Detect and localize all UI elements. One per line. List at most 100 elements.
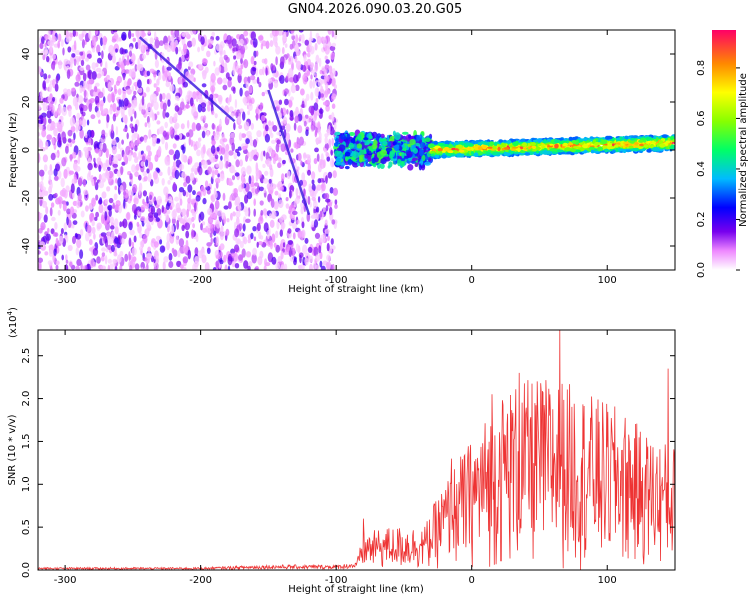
spectrogram-cell [121, 231, 127, 240]
spectrogram-cell [283, 186, 287, 192]
spectrogram-cell [109, 216, 114, 224]
spectrogram-cell [312, 79, 316, 89]
spectrogram-cell [295, 106, 299, 116]
spectrogram-cell [288, 99, 293, 108]
spectrogram-cell [125, 145, 131, 156]
spectrogram-cell [71, 53, 76, 58]
spectrogram-cell [171, 247, 175, 254]
spectrogram-cell [336, 151, 344, 159]
spectrogram-cell [472, 140, 476, 145]
spectrogram-cell [294, 55, 298, 63]
snr-panel: -300 -200 -100 0 100 0.00.51.01.52.02.5 Heig… [6, 307, 676, 595]
spectrogram-cell [95, 147, 99, 154]
spectrogram-cell [48, 174, 52, 182]
spectrogram-cell [79, 119, 82, 125]
spectrogram-cell [58, 235, 64, 244]
y-tick-label: 0.0 [21, 562, 32, 578]
spectrogram-cell [139, 232, 143, 239]
spectrogram-cell [302, 76, 308, 85]
spectrogram-cell [270, 63, 274, 71]
y-tick-label: 1.0 [21, 476, 32, 492]
y-tick-label: 2.0 [21, 391, 32, 407]
spectrogram-cell [46, 134, 52, 141]
spectrogram-cell [74, 81, 80, 87]
spectrogram-cell [209, 232, 213, 238]
x-tick-label: -100 [325, 275, 348, 286]
spectrogram-cell [79, 66, 85, 72]
spectrogram-cell [153, 252, 157, 260]
spectrogram-cell [98, 204, 104, 214]
spectrogram-cell [156, 195, 163, 206]
spectrogram-cell [234, 221, 237, 230]
spectrogram-cell [55, 75, 59, 84]
spectrogram-cell [116, 106, 121, 111]
spectrogram-cell [327, 30, 332, 35]
spectrogram-cell [91, 226, 96, 235]
spectrogram-cell [149, 37, 154, 44]
spectrogram-cell [148, 161, 154, 171]
spectrogram-cell [190, 68, 196, 76]
spectrogram-cell [332, 187, 338, 196]
spectrogram-cell [121, 31, 127, 41]
spectrogram-cell [201, 44, 205, 52]
spectrogram-cell [215, 43, 221, 52]
spectrogram-cell [90, 258, 95, 269]
spectrogram-cell [283, 31, 287, 37]
spectrogram-cell [71, 138, 76, 144]
spectrogram-cell [113, 252, 118, 257]
spectrogram-cell [330, 52, 335, 60]
spectrogram-cell [506, 140, 512, 144]
spectrogram-cell [54, 192, 58, 198]
spectrogram-cell [554, 139, 561, 144]
spectrogram-cell [250, 39, 254, 45]
spectrogram-cell [302, 244, 308, 255]
spectrogram-cell [322, 101, 328, 106]
spectrogram-cell [225, 160, 229, 169]
spectrogram-cell [418, 134, 423, 140]
spectrogram-cell [292, 232, 296, 240]
spectrogram-cell [604, 148, 609, 152]
spectrogram-cell [309, 62, 315, 68]
spectrogram-cell [408, 134, 412, 139]
spectrogram-cell [113, 84, 117, 93]
spectrogram-cell [400, 160, 405, 167]
spectrogram-cell [262, 163, 266, 168]
spectrogram-cell [278, 157, 282, 163]
spectrogram-cell [325, 59, 330, 64]
spectrogram-cell [255, 50, 259, 57]
spectrogram-cell [624, 135, 629, 140]
spectrogram-cell [348, 132, 356, 136]
spectrogram-cell [159, 93, 163, 102]
spectrogram-cell [133, 197, 139, 205]
spectrogram-cell [201, 70, 208, 76]
spectrogram-cell [60, 228, 64, 235]
spectrogram-cell [128, 107, 133, 117]
spectrogram-cell [166, 240, 170, 251]
spectrogram-cell [292, 210, 298, 216]
spectrogram-cell [153, 241, 159, 248]
spectrogram-cell [187, 40, 193, 48]
spectrogram-cell [305, 93, 310, 102]
spectrogram-cell [134, 171, 139, 178]
spectrogram-cell [47, 169, 54, 176]
spectrogram-cell [66, 216, 69, 226]
chart-title: GN04.2026.090.03.20.G05 [288, 2, 463, 17]
spectrogram-cell [119, 264, 123, 270]
spectrogram-cell [188, 91, 193, 97]
spectrogram-cell [171, 217, 176, 225]
spectrogram-cell [314, 43, 318, 51]
spectrogram-cell [193, 106, 197, 112]
spectrogram-cell [158, 72, 162, 81]
spectrogram-cell [131, 103, 134, 108]
spectrogram-cell [80, 210, 85, 218]
spectrogram-cell [54, 222, 58, 230]
spectrogram-cell [131, 164, 136, 173]
spectrogram-cell [303, 120, 307, 127]
spectrogram-cell [206, 247, 211, 254]
spectrogram-cell [56, 121, 63, 129]
spectrogram-cell [387, 141, 392, 147]
spectrogram-cell [245, 218, 251, 223]
spectrogram-cell [183, 181, 188, 187]
spectrogram-cell [97, 51, 101, 56]
spectrogram-cell [107, 81, 112, 92]
